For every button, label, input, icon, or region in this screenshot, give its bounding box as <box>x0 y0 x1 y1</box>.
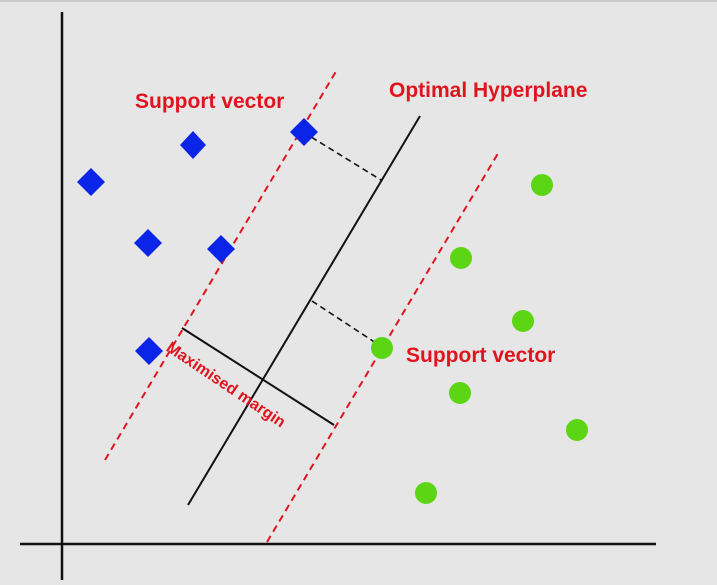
class-b-point <box>450 247 472 269</box>
optimal-hyperplane-line <box>187 115 421 506</box>
class-b-point <box>371 337 393 359</box>
class-a-point <box>77 168 105 196</box>
margin-boundary-left <box>104 67 339 461</box>
maximised-margin-line <box>181 327 335 426</box>
class-a-point <box>180 131 206 159</box>
class-b-point <box>512 310 534 332</box>
class-b-point <box>566 419 588 441</box>
class-a-point <box>135 337 163 365</box>
class-b-point <box>449 382 471 404</box>
support-distance-top <box>302 131 382 181</box>
class-a-point <box>290 118 318 146</box>
optimal-hyperplane-label: Optimal Hyperplane <box>389 79 588 102</box>
class-b-point <box>531 174 553 196</box>
support-distance-bottom <box>311 300 383 348</box>
class-a-point <box>207 235 235 263</box>
support-vector-label-right: Support vector <box>406 344 556 367</box>
class-a-point <box>134 229 162 257</box>
class-b-point <box>415 482 437 504</box>
support-vector-label-top: Support vector <box>135 90 285 113</box>
